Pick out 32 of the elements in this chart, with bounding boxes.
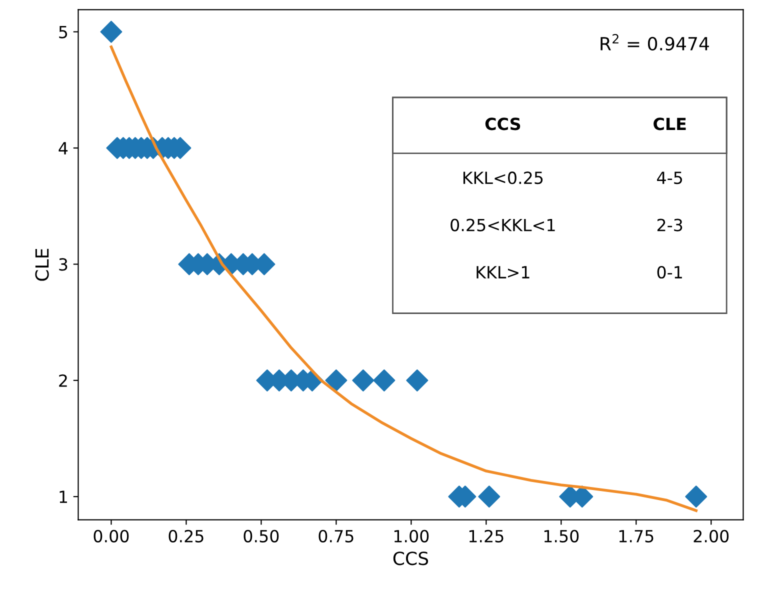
- annotation: 4-5: [657, 172, 682, 184]
- annotation: 0-1: [657, 266, 682, 279]
- x-tick-label: 0.75: [318, 530, 354, 542]
- x-axis-title: CCS: [393, 552, 428, 566]
- point: [100, 20, 122, 43]
- annotation: CLE: [654, 118, 686, 130]
- annotation: CCS: [485, 118, 520, 130]
- point: [325, 369, 348, 392]
- annotation: KKL<0.25: [463, 172, 543, 184]
- y-tick-label: 5: [59, 26, 68, 38]
- annotation: R$^{2}$ = 0.9474: [600, 34, 709, 51]
- x-tick-label: 2.00: [694, 530, 729, 542]
- point: [406, 369, 428, 392]
- annotation: 0.25<KKL<1: [450, 218, 555, 232]
- x-tick-label: 1.50: [544, 530, 579, 542]
- y-tick-label: 4: [58, 142, 68, 154]
- y-tick-label: 3: [59, 258, 68, 271]
- x-tick-label: 1.25: [469, 530, 504, 542]
- point: [373, 369, 396, 392]
- point: [685, 486, 708, 508]
- point: [352, 369, 374, 392]
- y-tick-label: 1: [60, 490, 67, 503]
- y-tick-label: 2: [59, 374, 67, 387]
- x-tick-label: 1.00: [394, 530, 429, 542]
- x-tick-label: 0.00: [94, 530, 129, 542]
- x-tick-label: 1.75: [619, 530, 654, 542]
- x-tick-label: 0.50: [244, 530, 279, 542]
- annotation: KKL>1: [476, 266, 530, 278]
- annotation: 2-3: [657, 218, 682, 232]
- y-axis-title: CLE: [35, 248, 49, 281]
- point: [478, 486, 500, 508]
- x-tick-label: 0.25: [168, 530, 204, 542]
